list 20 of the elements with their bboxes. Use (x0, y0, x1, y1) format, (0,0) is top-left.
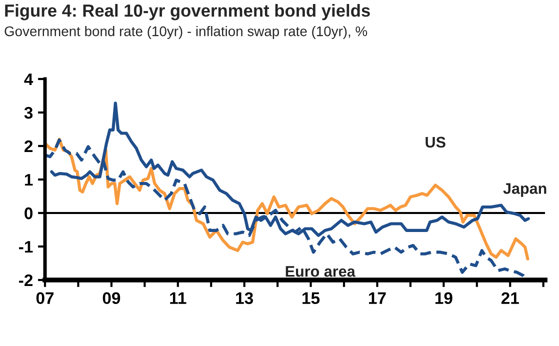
x-tick-label: 21 (501, 292, 519, 304)
x-tick-label: 11 (170, 292, 186, 304)
text: US (426, 136, 446, 148)
y-tick-label: 2 (24, 140, 33, 152)
series-label: Japan (503, 183, 546, 197)
series-label: Euro area (286, 266, 356, 277)
chart-title: Figure 4: Real 10-yr government bond yields (5, 4, 370, 20)
y-tick-label: -2 (19, 274, 33, 286)
chart-subtitle: Government bond rate (10yr) - inflation swap rate (10yr), % (4, 26, 368, 39)
y-tick-label: 0 (24, 207, 33, 220)
x-tick-label: 17 (369, 292, 386, 304)
x-tick-label: 09 (102, 292, 120, 304)
y-tick-label: 3 (24, 106, 33, 119)
y-tick-label: -1 (19, 241, 33, 253)
x-tick-label: 07 (36, 292, 54, 304)
x-tick-label: 15 (302, 292, 320, 304)
y-tick-label: 4 (24, 74, 34, 86)
x-tick-label: 19 (435, 292, 452, 304)
x-tick-label: 13 (236, 292, 254, 304)
y-tick-label: 1 (24, 174, 33, 186)
